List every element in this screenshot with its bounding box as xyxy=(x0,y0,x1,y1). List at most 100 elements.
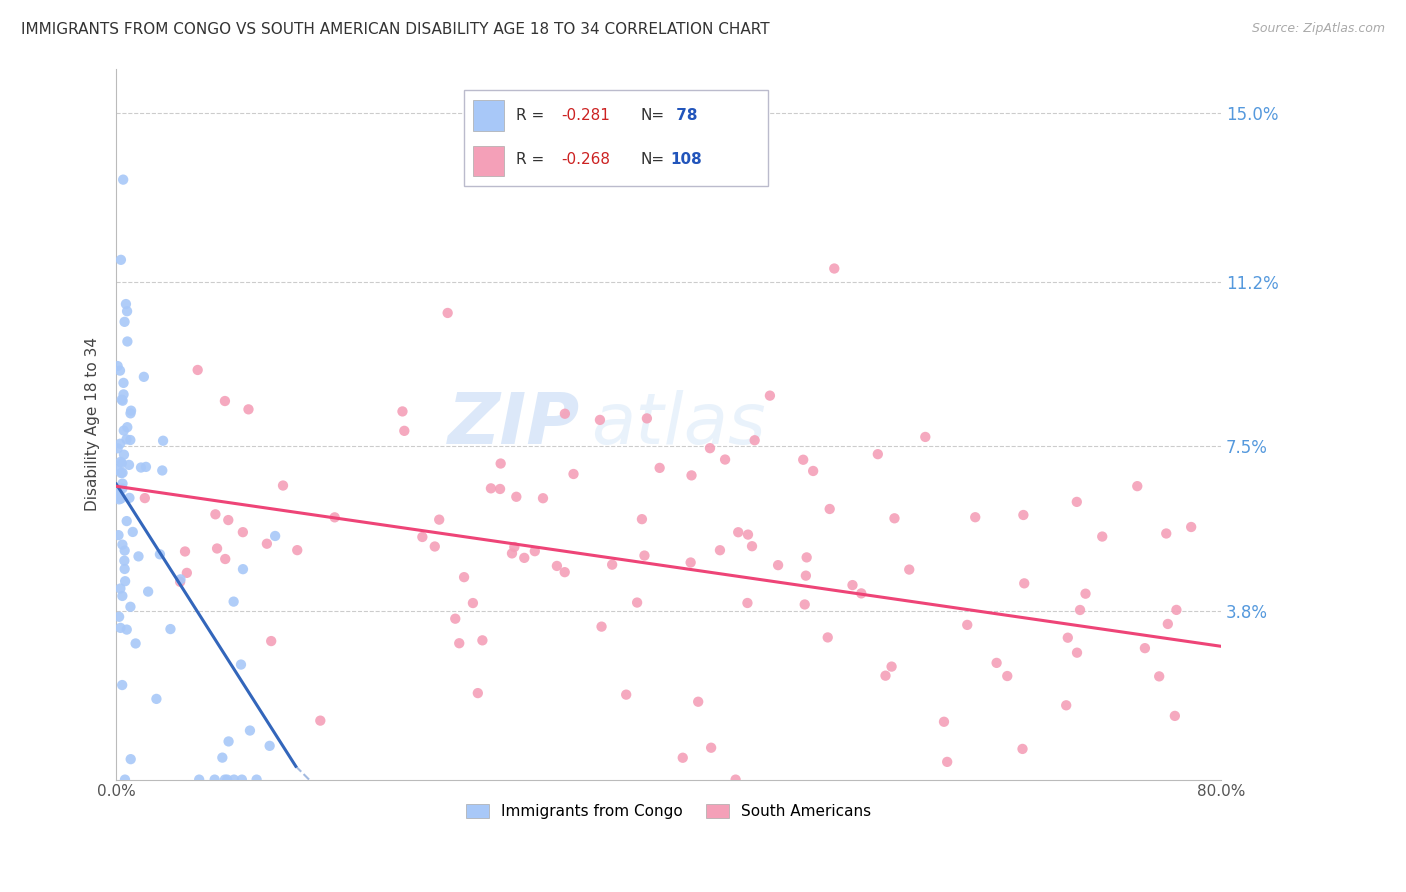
Point xyxy=(875,668,897,682)
Point xyxy=(759,389,782,403)
Point xyxy=(110,466,132,480)
Point xyxy=(591,619,613,633)
Point xyxy=(145,692,167,706)
Point xyxy=(841,578,863,592)
Point xyxy=(114,315,136,329)
Point xyxy=(259,739,281,753)
Point xyxy=(222,594,245,608)
Point xyxy=(851,586,873,600)
Point xyxy=(112,554,135,568)
Point xyxy=(471,633,494,648)
Point xyxy=(323,510,346,524)
Point xyxy=(120,403,142,417)
Point xyxy=(107,442,129,456)
Point xyxy=(271,478,294,492)
Point xyxy=(121,524,143,539)
Point xyxy=(554,565,576,579)
Point xyxy=(679,556,702,570)
Point xyxy=(546,558,568,573)
Point xyxy=(501,546,523,560)
Point xyxy=(796,550,818,565)
Point xyxy=(818,502,841,516)
Point xyxy=(1126,479,1149,493)
Point xyxy=(724,772,747,787)
Point xyxy=(174,544,197,558)
Point xyxy=(108,436,131,450)
Point xyxy=(1074,587,1097,601)
Point xyxy=(505,490,527,504)
Point xyxy=(589,413,612,427)
Point xyxy=(204,772,226,787)
Point xyxy=(513,550,536,565)
Point xyxy=(688,695,710,709)
Point xyxy=(1133,641,1156,656)
Point xyxy=(129,460,152,475)
Point xyxy=(169,572,191,586)
Point xyxy=(801,464,824,478)
Point xyxy=(986,656,1008,670)
Point xyxy=(204,508,226,522)
Point xyxy=(114,574,136,589)
Point xyxy=(453,570,475,584)
Point xyxy=(1066,646,1088,660)
Point xyxy=(866,447,889,461)
Point xyxy=(112,424,135,438)
Point xyxy=(246,772,269,787)
Point xyxy=(914,430,936,444)
Point xyxy=(232,525,254,540)
Point xyxy=(264,529,287,543)
Point xyxy=(1056,631,1078,645)
Point xyxy=(111,678,134,692)
Point xyxy=(149,547,172,561)
Point xyxy=(523,544,546,558)
Point xyxy=(794,568,817,582)
Point xyxy=(427,513,450,527)
Point xyxy=(176,566,198,580)
Point xyxy=(111,538,134,552)
Point xyxy=(737,596,759,610)
Point xyxy=(117,420,139,434)
Point xyxy=(232,562,254,576)
Point xyxy=(681,468,703,483)
Point xyxy=(1147,669,1170,683)
Point xyxy=(222,772,245,787)
Point xyxy=(489,482,512,496)
Point xyxy=(238,402,260,417)
Point xyxy=(1011,742,1033,756)
Point xyxy=(633,549,655,563)
Point xyxy=(449,636,471,650)
Point xyxy=(479,481,502,495)
Y-axis label: Disability Age 18 to 34: Disability Age 18 to 34 xyxy=(86,337,100,511)
Point xyxy=(1012,576,1035,591)
Point xyxy=(766,558,789,573)
Point xyxy=(631,512,654,526)
Point xyxy=(124,636,146,650)
Point xyxy=(214,552,236,566)
Point xyxy=(1154,526,1177,541)
Point xyxy=(394,424,416,438)
Point xyxy=(744,434,766,448)
Point xyxy=(936,755,959,769)
Point xyxy=(108,363,131,377)
Legend: Immigrants from Congo, South Americans: Immigrants from Congo, South Americans xyxy=(460,798,877,825)
Point xyxy=(562,467,585,481)
Point xyxy=(115,514,138,528)
Point xyxy=(112,448,135,462)
Point xyxy=(229,657,252,672)
Point xyxy=(260,634,283,648)
Point xyxy=(128,549,150,564)
Point xyxy=(231,772,253,787)
Point xyxy=(211,750,233,764)
Point xyxy=(1180,520,1202,534)
Text: atlas: atlas xyxy=(592,390,766,458)
Point xyxy=(114,543,136,558)
Point xyxy=(152,434,174,448)
Point xyxy=(214,772,236,787)
Point xyxy=(467,686,489,700)
Point xyxy=(187,363,209,377)
Point xyxy=(883,511,905,525)
Point xyxy=(898,563,921,577)
Point xyxy=(626,596,648,610)
Point xyxy=(214,394,236,409)
Point xyxy=(531,491,554,506)
